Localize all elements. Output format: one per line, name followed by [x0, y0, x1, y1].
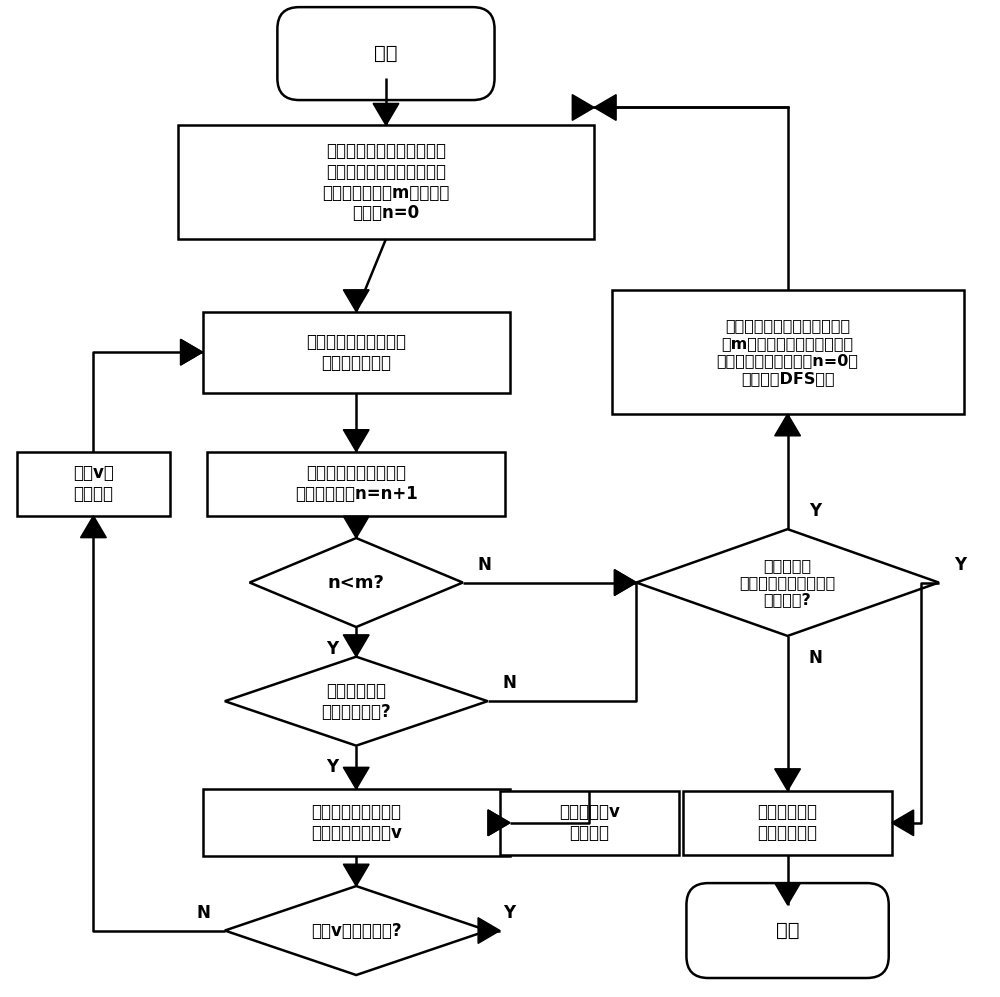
Polygon shape [488, 810, 510, 835]
Bar [683, 791, 892, 854]
Polygon shape [775, 414, 800, 436]
Polygon shape [572, 95, 594, 121]
Text: 标记节点数
与当前网络有效节点数
是否相同?: 标记节点数 与当前网络有效节点数 是否相同? [739, 557, 836, 607]
Bar [207, 452, 505, 515]
Text: 标记节点已访问标志，
已访问节点数n=n+1: 标记节点已访问标志， 已访问节点数n=n+1 [295, 465, 418, 503]
Polygon shape [775, 883, 800, 905]
Bar [500, 791, 678, 854]
Polygon shape [636, 529, 939, 636]
Polygon shape [343, 430, 369, 452]
Text: N: N [808, 649, 822, 667]
FancyBboxPatch shape [686, 883, 889, 978]
Polygon shape [181, 339, 202, 365]
Bar [202, 312, 510, 393]
Polygon shape [373, 104, 399, 126]
Polygon shape [81, 515, 106, 537]
Bar [178, 126, 594, 239]
Polygon shape [181, 339, 202, 365]
Polygon shape [225, 657, 488, 746]
Text: N: N [502, 674, 516, 692]
Text: 不存在孤立节
点或孤岛区域: 不存在孤立节 点或孤岛区域 [758, 804, 818, 842]
Text: n<m?: n<m? [328, 573, 385, 591]
Text: Y: Y [809, 502, 821, 520]
Polygon shape [478, 917, 500, 943]
Text: 回溯至节点v
的源节点: 回溯至节点v 的源节点 [559, 804, 620, 842]
Text: 节点v是否已访问?: 节点v是否已访问? [311, 921, 402, 939]
Polygon shape [343, 516, 369, 538]
Polygon shape [343, 635, 369, 657]
Polygon shape [614, 569, 636, 595]
Text: 选定网络中任意未被访
问节点起始顶点: 选定网络中任意未被访 问节点起始顶点 [306, 333, 406, 372]
Polygon shape [225, 886, 488, 975]
Bar [202, 790, 510, 856]
Text: 存在孤立节点或孤岛区域，更
新m为剩余网络未访问有效节
点总数，已访问节点数n=0，
再次执行DFS算法: 存在孤立节点或孤岛区域，更 新m为剩余网络未访问有效节 点总数，已访问节点数n=… [717, 319, 859, 386]
Text: 与该节点相通
节点全被访问?: 与该节点相通 节点全被访问? [321, 682, 391, 721]
Bar [612, 290, 964, 414]
Text: 解析网络数据文件，分析网
架拓扑机构，记录网络未访
问有效节点总数m，已访问
节点数n=0: 解析网络数据文件，分析网 架拓扑机构，记录网络未访 问有效节点总数m，已访问 节… [322, 142, 450, 222]
Polygon shape [343, 768, 369, 790]
Polygon shape [775, 769, 800, 791]
Text: Y: Y [326, 759, 338, 777]
Text: 深度优先搜索与该节
点相连的邻接节点v: 深度优先搜索与该节 点相连的邻接节点v [311, 804, 402, 842]
Polygon shape [488, 810, 510, 835]
Text: Y: Y [326, 640, 338, 658]
Text: N: N [196, 903, 210, 922]
Text: 开始: 开始 [374, 44, 398, 63]
Bar [17, 452, 170, 515]
Polygon shape [250, 538, 463, 627]
Text: 节点v为
搜索源点: 节点v为 搜索源点 [73, 465, 114, 503]
Text: Y: Y [503, 903, 515, 922]
Text: 结束: 结束 [776, 921, 799, 940]
Text: Y: Y [955, 555, 967, 573]
Polygon shape [892, 810, 914, 835]
Polygon shape [614, 569, 636, 595]
Polygon shape [594, 95, 616, 121]
Polygon shape [343, 290, 369, 312]
Text: N: N [478, 555, 492, 573]
FancyBboxPatch shape [277, 7, 495, 100]
Polygon shape [343, 864, 369, 886]
